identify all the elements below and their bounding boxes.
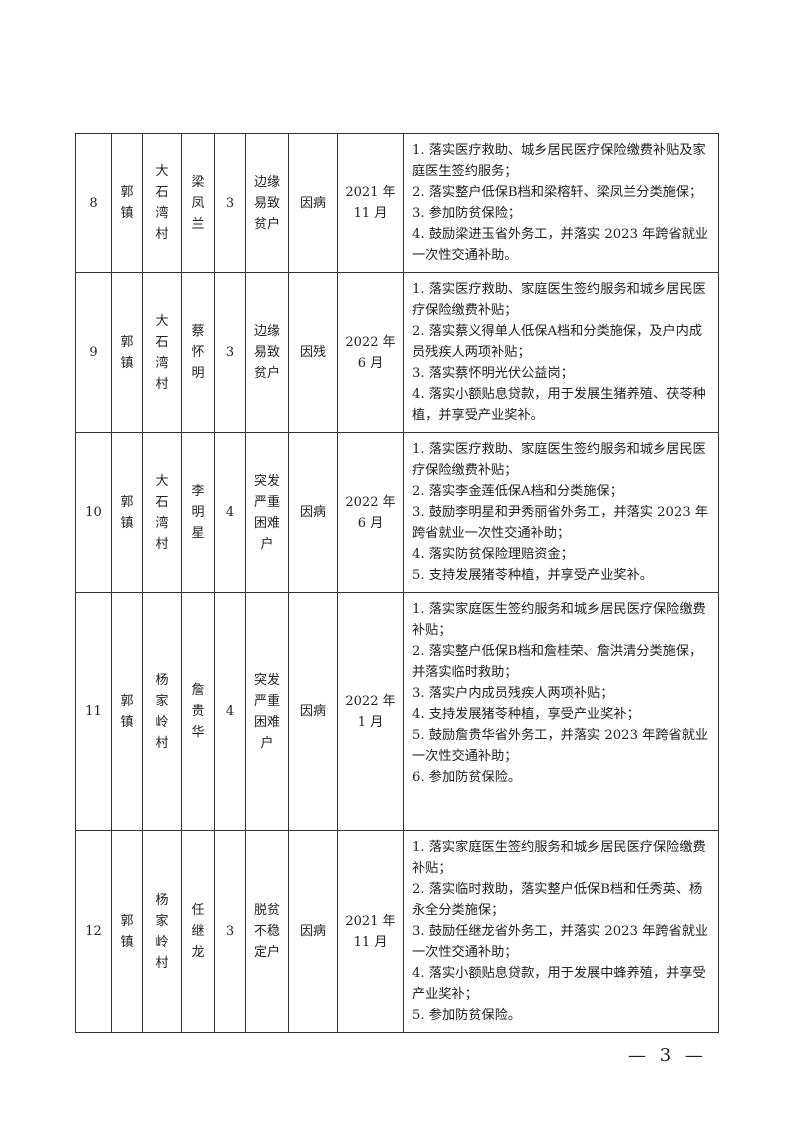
table-row: 12 郭镇 杨家岭村 任继龙 3 脱贫不稳定户 因病 2021 年 11 月 1. 落实家庭医生… [75, 830, 719, 1033]
measure-item: 3. 落实蔡怀明光伏公益岗； [412, 366, 574, 381]
household-type-cell: 突发严重困难户 [245, 592, 289, 831]
name-cell: 蔡怀明 [181, 272, 215, 433]
measures-cell: 1. 落实医疗救助、家庭医生签约服务和城乡居民医疗保险缴费补贴； 2. 落实李金莲… [403, 432, 719, 593]
household-table: 8 郭镇 大石湾村 梁凤兰 3 边缘易致贫户 因病 2021 年 11 月 1. 落实医疗救助、… [75, 133, 719, 1033]
date-cell: 2022 年 1 月 [337, 592, 404, 831]
town-cell: 郭镇 [111, 272, 143, 433]
measure-item: 5. 支持发展猪苓种植，并享受产业奖补。 [412, 568, 653, 583]
measure-item: 1. 落实医疗救助、家庭医生签约服务和城乡居民医疗保险缴费补贴； [412, 442, 706, 478]
household-type-cell: 边缘易致贫户 [245, 133, 289, 273]
name-cell: 詹贵华 [181, 592, 215, 831]
measures-cell: 1. 落实医疗救助、城乡居民医疗保险缴费补贴及家庭医生签约服务； 2. 落实整户低… [403, 133, 719, 273]
measure-item: 2. 落实李金莲低保A档和分类施保； [412, 484, 623, 499]
household-size-cell: 3 [214, 272, 246, 433]
row-number: 11 [75, 592, 112, 831]
village-cell: 杨家岭村 [142, 830, 182, 1033]
measure-item: 2. 落实蔡义得单人低保A档和分类施保，及户内成员残疾人两项补贴； [412, 324, 703, 360]
household-type-cell: 边缘易致贫户 [245, 272, 289, 433]
measures-cell: 1. 落实家庭医生签约服务和城乡居民医疗保险缴费补贴； 2. 落实整户低保B档和詹… [403, 592, 719, 831]
measure-item: 1. 落实医疗救助、家庭医生签约服务和城乡居民医疗保险缴费补贴； [412, 282, 706, 318]
town-cell: 郭镇 [111, 830, 143, 1033]
row-number: 8 [75, 133, 112, 273]
measure-item: 4. 支持发展猪苓种植，享受产业奖补； [412, 707, 640, 722]
row-number: 10 [75, 432, 112, 593]
cause-cell: 因病 [288, 432, 338, 593]
measure-item: 1. 落实医疗救助、城乡居民医疗保险缴费补贴及家庭医生签约服务； [412, 143, 706, 179]
row-number: 12 [75, 830, 112, 1033]
measure-item: 3. 落实户内成员残疾人两项补贴； [412, 686, 614, 701]
measure-item: 5. 参加防贫保险。 [412, 1008, 522, 1023]
name-cell: 任继龙 [181, 830, 215, 1033]
household-size-cell: 3 [214, 133, 246, 273]
measure-item: 6. 参加防贫保险。 [412, 770, 522, 785]
measure-item: 4. 落实小额贴息贷款，用于发展生猪养殖、茯苓种植，并享受产业奖补。 [412, 387, 706, 423]
table-row: 10 郭镇 大石湾村 李明星 4 突发严重困难户 因病 2022 年 6 月 1. 落实医疗救助… [75, 432, 719, 593]
measure-item: 1. 落实家庭医生签约服务和城乡居民医疗保险缴费补贴； [412, 602, 706, 638]
measure-item: 2. 落实临时救助，落实整户低保B档和任秀英、杨永全分类施保； [412, 882, 703, 918]
household-size-cell: 3 [214, 830, 246, 1033]
table-row: 8 郭镇 大石湾村 梁凤兰 3 边缘易致贫户 因病 2021 年 11 月 1. 落实医疗救助、… [75, 133, 719, 273]
measure-item: 2. 落实整户低保B档和詹桂荣、詹洪清分类施保，并落实临时救助； [412, 644, 703, 680]
cause-cell: 因残 [288, 272, 338, 433]
date-cell: 2021 年 11 月 [337, 133, 404, 273]
measure-item: 5. 鼓励詹贵华省外务工，并落实 2023 年跨省就业一次性交通补助； [412, 728, 709, 764]
name-cell: 梁凤兰 [181, 133, 215, 273]
table-row: 9 郭镇 大石湾村 蔡怀明 3 边缘易致贫户 因残 2022 年 6 月 1. 落实医疗救助、家… [75, 272, 719, 433]
household-type-cell: 突发严重困难户 [245, 432, 289, 593]
town-cell: 郭镇 [111, 592, 143, 831]
measure-item: 3. 鼓励任继龙省外务工，并落实 2023 年跨省就业一次性交通补助； [412, 924, 709, 960]
town-cell: 郭镇 [111, 432, 143, 593]
table-row: 11 郭镇 杨家岭村 詹贵华 4 突发严重困难户 因病 2022 年 1 月 1. 落实家庭医生… [75, 592, 719, 831]
row-number: 9 [75, 272, 112, 433]
household-size-cell: 4 [214, 592, 246, 831]
date-cell: 2021 年 11 月 [337, 830, 404, 1033]
village-cell: 杨家岭村 [142, 592, 182, 831]
household-type-cell: 脱贫不稳定户 [245, 830, 289, 1033]
measure-item: 1. 落实家庭医生签约服务和城乡居民医疗保险缴费补贴； [412, 840, 706, 876]
cause-cell: 因病 [288, 133, 338, 273]
measures-cell: 1. 落实医疗救助、家庭医生签约服务和城乡居民医疗保险缴费补贴； 2. 落实蔡义得… [403, 272, 719, 433]
measure-item: 2. 落实整户低保B档和梁榕轩、梁凤兰分类施保； [412, 185, 703, 200]
date-cell: 2022 年 6 月 [337, 272, 404, 433]
village-cell: 大石湾村 [142, 272, 182, 433]
household-size-cell: 4 [214, 432, 246, 593]
measure-item: 3. 参加防贫保险； [412, 206, 522, 221]
measure-item: 3. 鼓励李明星和尹秀丽省外务工，并落实 2023 年跨省就业一次性交通补助； [412, 505, 709, 541]
page-number: — 3 — [628, 1045, 707, 1066]
cause-cell: 因病 [288, 592, 338, 831]
name-cell: 李明星 [181, 432, 215, 593]
cause-cell: 因病 [288, 830, 338, 1033]
measure-item: 4. 鼓励梁进玉省外务工，并落实 2023 年跨省就业一次性交通补助。 [412, 227, 709, 263]
measure-item: 4. 落实防贫保险理赔资金； [412, 547, 574, 562]
town-cell: 郭镇 [111, 133, 143, 273]
date-cell: 2022 年 6 月 [337, 432, 404, 593]
measures-cell: 1. 落实家庭医生签约服务和城乡居民医疗保险缴费补贴； 2. 落实临时救助，落实整… [403, 830, 719, 1033]
village-cell: 大石湾村 [142, 432, 182, 593]
village-cell: 大石湾村 [142, 133, 182, 273]
measure-item: 4. 落实小额贴息贷款，用于发展中蜂养殖，并享受产业奖补； [412, 966, 706, 1002]
